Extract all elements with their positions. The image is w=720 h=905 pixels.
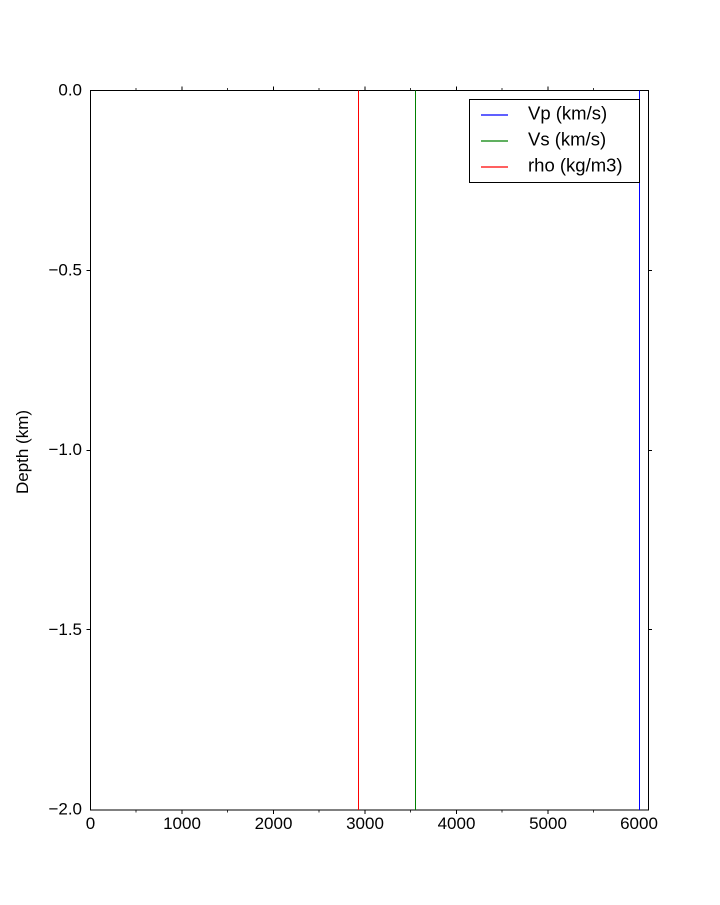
svg-text:0: 0 bbox=[86, 814, 95, 833]
svg-text:Vp (km/s): Vp (km/s) bbox=[528, 103, 607, 124]
svg-text:rho (kg/m3): rho (kg/m3) bbox=[528, 155, 623, 176]
svg-text:−0.5: −0.5 bbox=[48, 261, 82, 280]
svg-text:−2.0: −2.0 bbox=[48, 800, 82, 819]
svg-text:0.0: 0.0 bbox=[58, 81, 82, 100]
svg-text:2000: 2000 bbox=[255, 814, 293, 833]
svg-text:3000: 3000 bbox=[346, 814, 384, 833]
svg-text:Vs (km/s): Vs (km/s) bbox=[528, 129, 606, 150]
svg-text:4000: 4000 bbox=[438, 814, 476, 833]
svg-text:6000: 6000 bbox=[620, 814, 658, 833]
svg-text:5000: 5000 bbox=[529, 814, 567, 833]
svg-text:−1.0: −1.0 bbox=[48, 440, 82, 459]
svg-text:Depth (km): Depth (km) bbox=[13, 410, 32, 494]
svg-text:1000: 1000 bbox=[163, 814, 201, 833]
svg-text:−1.5: −1.5 bbox=[48, 620, 82, 639]
